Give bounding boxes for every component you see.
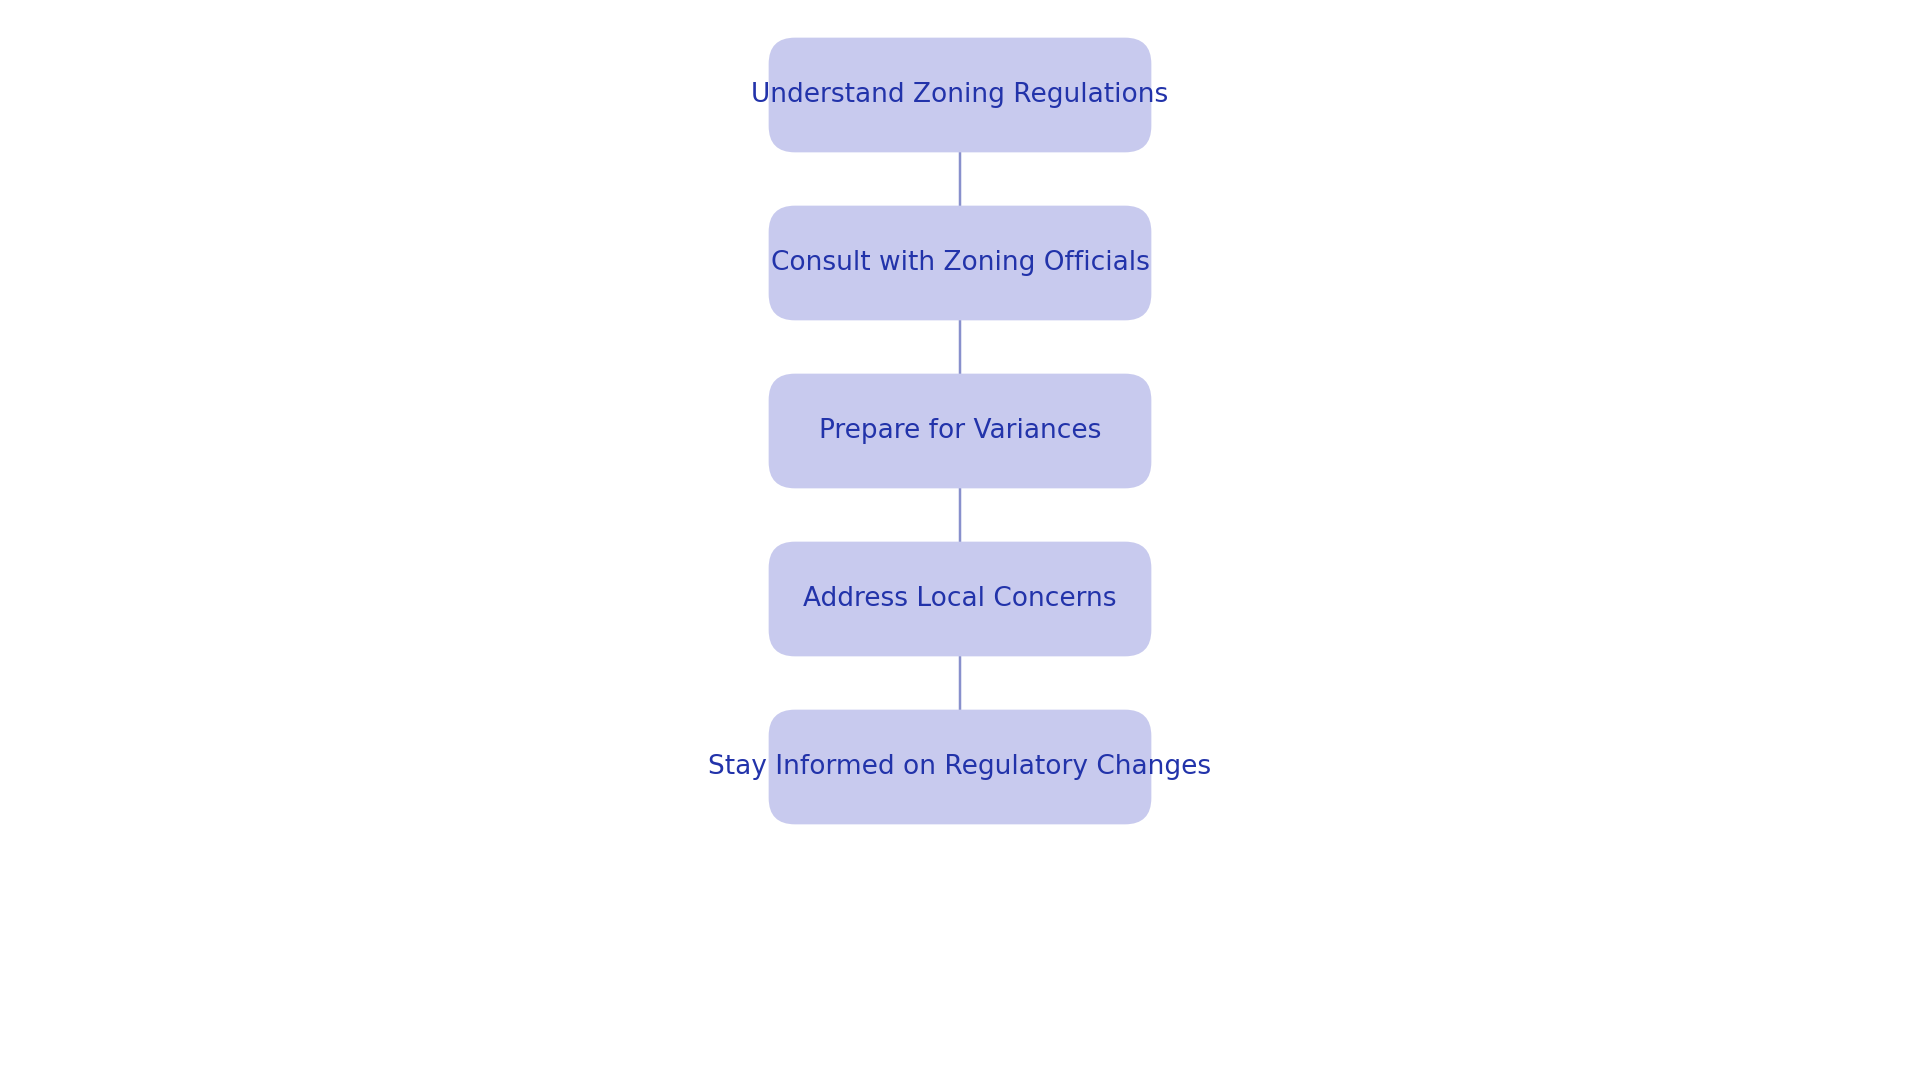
FancyBboxPatch shape: [768, 206, 1152, 321]
FancyBboxPatch shape: [768, 38, 1152, 153]
FancyBboxPatch shape: [768, 542, 1152, 656]
Text: Understand Zoning Regulations: Understand Zoning Regulations: [751, 82, 1169, 108]
Text: Address Local Concerns: Address Local Concerns: [803, 586, 1117, 612]
FancyBboxPatch shape: [768, 709, 1152, 824]
Text: Stay Informed on Regulatory Changes: Stay Informed on Regulatory Changes: [708, 754, 1212, 780]
FancyBboxPatch shape: [768, 374, 1152, 488]
Text: Prepare for Variances: Prepare for Variances: [818, 418, 1102, 444]
Text: Consult with Zoning Officials: Consult with Zoning Officials: [770, 250, 1150, 276]
